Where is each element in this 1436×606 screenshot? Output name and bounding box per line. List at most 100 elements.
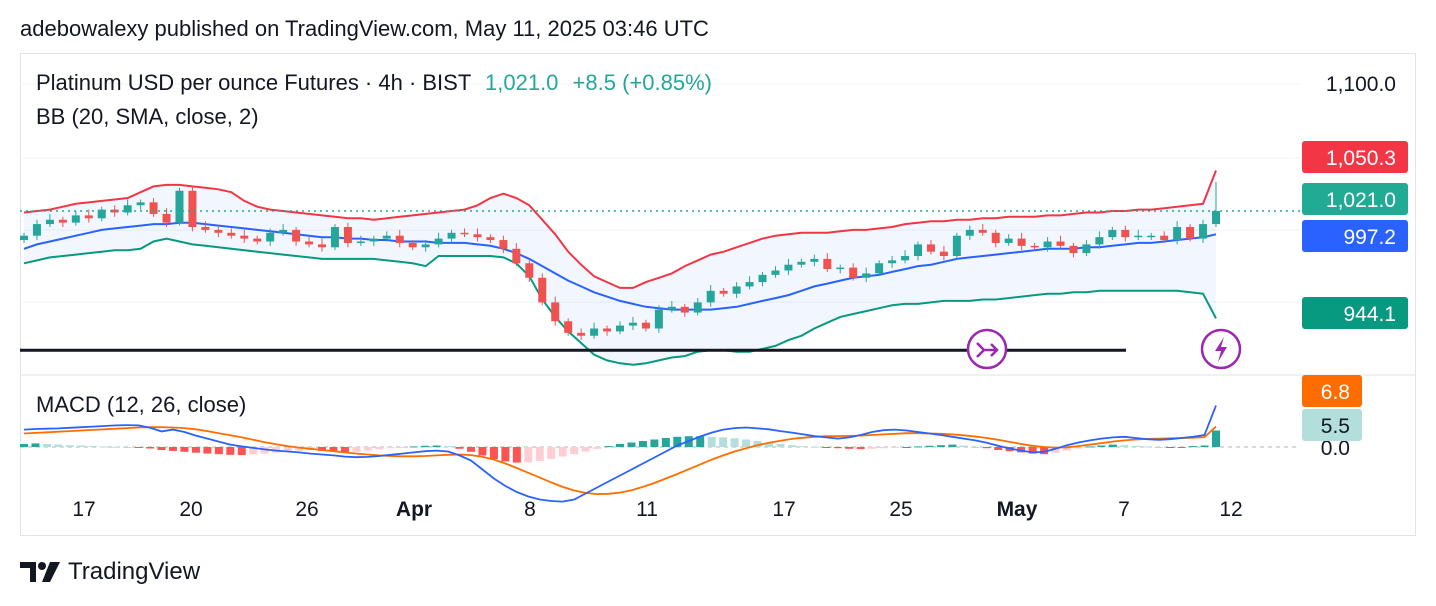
candle-body [654,309,663,329]
macd-histogram-bar [547,447,556,459]
candle-body [875,263,884,274]
price-label-box [1302,141,1408,173]
macd-histogram-bar [123,447,132,448]
symbol-title: Platinum USD per ounce Futures · 4h · BI… [36,70,471,95]
macd-histogram-bar [661,438,670,447]
tradingview-brand: TradingView [68,558,201,585]
macd-histogram-bar [398,447,407,448]
macd-histogram-bar [753,441,762,447]
candle-body [71,215,80,223]
candle-body [110,209,119,213]
candle-body [201,227,210,230]
macd-histogram-bar [100,446,109,448]
macd-line [23,405,1217,503]
price-label-0: 1,050.3 [1326,147,1396,170]
footer: TradingView [20,558,200,586]
candle-body [680,306,689,313]
x-tick-label: May [997,498,1038,521]
macd-histogram-bar [1189,446,1198,448]
candle-body [978,229,987,233]
macd-histogram-bar [604,446,613,448]
macd-label-box [1302,375,1362,407]
candle-body [991,232,1000,243]
candle-body [603,328,612,332]
time-axis: 17 20 26 Apr 8 11 17 25 May 7 12 [72,498,1242,521]
candle-body [58,219,67,223]
bb-legend: BB (20, SMA, close, 2) [36,104,259,129]
bb-fill [24,170,1216,365]
support-line [20,210,1300,352]
macd-histogram-bar [673,436,682,447]
macd-histogram-bar [856,447,865,450]
macd-histogram-bar [638,441,647,447]
macd-histogram-bar [1108,444,1117,447]
earnings-event-icon [1200,328,1242,370]
macd-histogram-bar [249,447,258,455]
candle-body [1004,238,1013,243]
macd-histogram-bar [1154,447,1163,448]
candle-body [810,258,819,262]
candle-body [343,227,352,243]
x-tick-label: 12 [1219,498,1242,521]
candle-body [590,328,599,336]
candle-body [162,213,171,223]
macd-histogram-bar [1200,445,1209,447]
candle-body [1186,227,1195,239]
macd-histogram-bar [340,447,349,453]
x-tick-label: 20 [179,498,202,521]
candle-body [823,258,832,270]
candle-body [330,227,339,248]
macd-label-box [1302,409,1362,441]
macd-histogram-bar [1040,447,1049,455]
macd-histogram-bar [1143,446,1152,448]
macd-histogram-bar [295,447,304,451]
macd-histogram-bar [776,444,785,447]
macd-histogram-bar [1120,445,1129,447]
candle-body [628,322,637,326]
macd-histogram-bar [799,446,808,448]
candle-body [136,202,145,206]
candle-body [499,240,508,249]
macd-histogram-bar [914,446,922,448]
candle-body [1056,241,1065,246]
price-change: +8.5 (+0.85%) [572,70,712,95]
candle-body [214,229,223,233]
candle-body [641,322,650,329]
macd-histogram-bar [42,444,51,447]
candle-body [719,290,728,294]
macd-histogram-bar [478,447,487,456]
x-tick-label: 25 [889,498,912,521]
candle-body [356,241,365,243]
candle-body [849,267,858,278]
macd-histogram-bar [318,447,326,451]
macd-histogram-bar [1212,430,1220,447]
candle-body [1108,229,1117,238]
tradingview-logo-icon [20,562,60,582]
macd-histogram-bar [489,447,498,459]
candle-body [512,248,521,264]
earnings-event-icon-glyph [1215,337,1227,362]
macd-histogram-bar [169,447,177,451]
macd-histogram-bar [226,447,235,455]
candle-body [914,244,922,256]
macd-histogram-bar [65,445,74,447]
macd-histogram-bar [20,444,28,447]
candle-body [266,232,275,242]
candle-body [797,261,806,265]
macd-histogram-bar [146,447,155,449]
split-event-icon-glyph [976,342,999,358]
bb-basis-line [23,221,1217,311]
candle-body [952,235,961,256]
macd-histogram-bar [455,447,464,449]
macd-histogram-bar [810,446,819,448]
macd-histogram-bar [203,447,212,454]
macd-histogram-bar [180,447,189,452]
candle-body [538,277,547,303]
candle-body [123,205,132,213]
macd-histogram-bar [650,439,659,447]
chart-frame [20,53,1416,536]
macd-histogram-bar [191,447,200,453]
macd-histogram-bar [535,447,544,462]
macd-histogram-bar [971,447,980,448]
